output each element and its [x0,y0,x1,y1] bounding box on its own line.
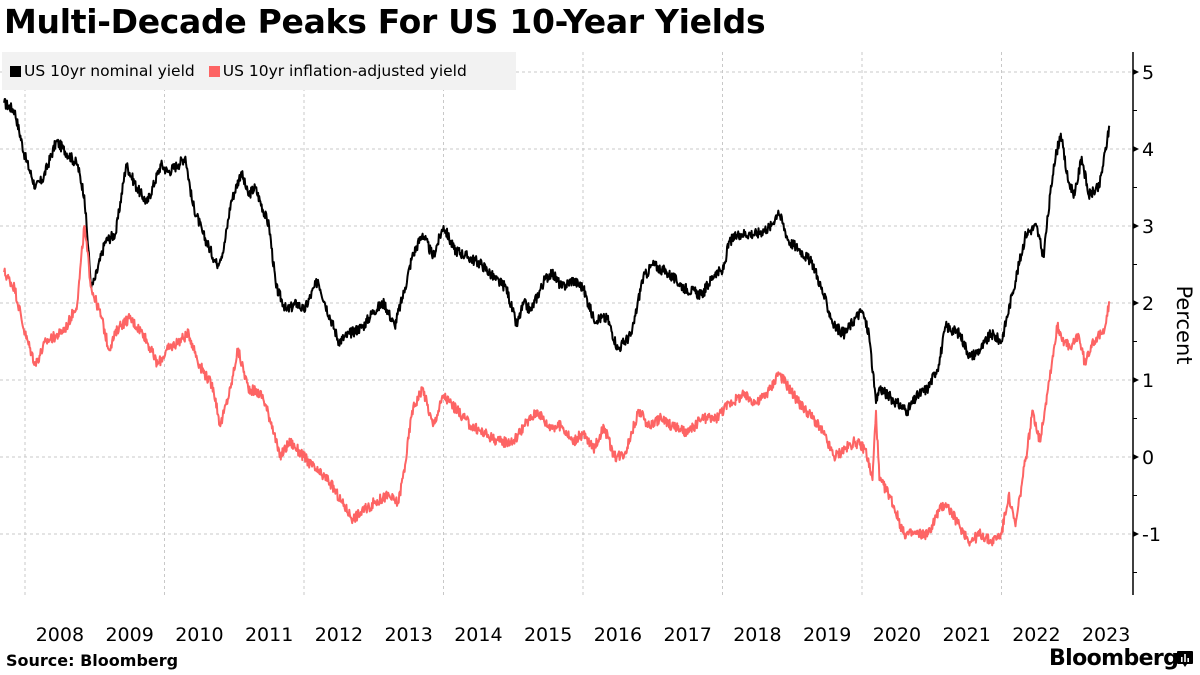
x-tick-label: 2017 [663,624,711,646]
y-tick-marker [1133,69,1139,75]
legend-item-real: US 10yr inflation-adjusted yield [208,62,467,80]
legend-label-real: US 10yr inflation-adjusted yield [222,62,467,80]
source-note: Source: Bloomberg [6,651,179,670]
series-line-real [3,225,1111,547]
x-tick-label: 2015 [524,624,572,646]
brand-logo: Bloomberg [1049,646,1179,671]
y-tick-label: -1 [1142,524,1161,546]
x-tick-label: 2009 [105,624,153,646]
y-tick-marker [1133,146,1139,152]
y-tick-label: 5 [1142,62,1154,84]
x-tick-label: 2022 [1012,624,1060,646]
x-tick-label: 2016 [594,624,642,646]
y-tick-marker [1133,223,1139,229]
x-tick-label: 2023 [1082,624,1130,646]
y-tick-marker [1133,454,1139,460]
legend-item-nominal: US 10yr nominal yield [10,62,195,80]
y-tick-label: 0 [1142,447,1154,469]
x-tick-label: 2020 [873,624,921,646]
chart-title: Multi-Decade Peaks For US 10-Year Yields [4,2,766,41]
series-lines [3,98,1111,547]
x-tick-label: 2013 [384,624,432,646]
series-line-nominal [3,98,1111,417]
x-tick-label: 2010 [175,624,223,646]
grid [0,52,1133,595]
y-tick-marker [1133,531,1139,537]
x-tick-label: 2018 [733,624,781,646]
legend-label-nominal: US 10yr nominal yield [24,62,195,80]
x-tick-label: 2019 [803,624,851,646]
y-tick-marker [1133,300,1139,306]
y-axis-label: Percent [1172,285,1196,365]
y-axis: 5 4 3 2 1 0 -1 [1132,52,1161,595]
x-tick-label: 2008 [36,624,84,646]
y-tick-label: 2 [1142,293,1154,315]
x-tick-label: 2011 [245,624,293,646]
x-tick-label: 2014 [454,624,502,646]
x-axis: 2008 2009 2010 2011 2012 2013 2014 2015 2016 2017… [36,624,1131,646]
bloomberg-chart-icon [1177,651,1193,667]
y-tick-marker [1133,377,1139,383]
legend: US 10yr nominal yield US 10yr inflation-… [2,52,516,90]
legend-swatch-real [208,65,220,77]
y-tick-label: 1 [1142,370,1154,392]
x-tick-label: 2012 [315,624,363,646]
legend-swatch-nominal [10,65,21,77]
y-tick-label: 3 [1142,216,1154,238]
x-tick-label: 2021 [942,624,990,646]
y-tick-label: 4 [1142,139,1154,161]
